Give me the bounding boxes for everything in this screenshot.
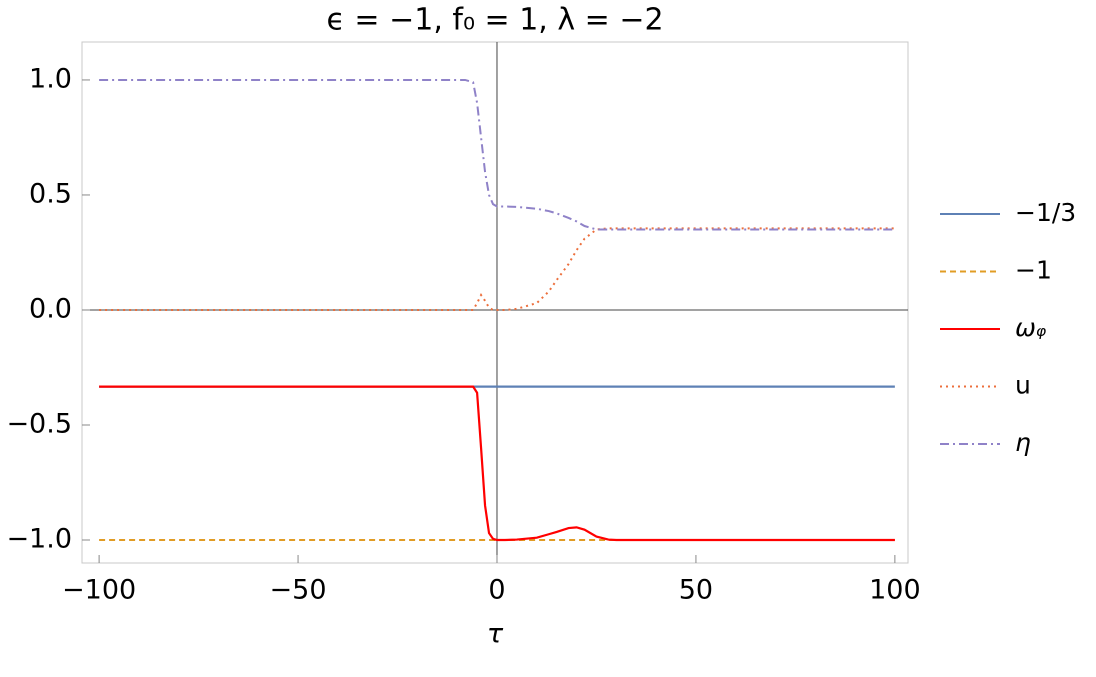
y-tick-label: 0.5 <box>29 178 72 209</box>
x-axis-label: τ <box>487 619 504 650</box>
x-tick-label: 0 <box>488 575 505 606</box>
x-tick-label: −50 <box>270 575 327 606</box>
series-line <box>99 227 895 311</box>
series-line <box>99 385 895 542</box>
y-tick-label: −0.5 <box>6 408 72 439</box>
x-tick-label: −100 <box>62 575 136 606</box>
chart-title: ϵ = −1, f₀ = 1, λ = −2 <box>326 3 663 38</box>
x-tick-label: 50 <box>679 575 713 606</box>
legend-label: −1/3 <box>1015 198 1076 227</box>
y-tick-label: 0.0 <box>29 293 72 324</box>
legend-label: ωᵩ <box>1015 313 1047 342</box>
legend-label: −1 <box>1015 256 1052 285</box>
series-line <box>99 78 895 231</box>
legend-label: u <box>1015 371 1031 400</box>
x-tick-label: 100 <box>869 575 921 606</box>
y-tick-label: 1.0 <box>29 63 72 94</box>
y-tick-label: −1.0 <box>6 523 72 554</box>
legend-label: η <box>1015 428 1031 457</box>
plot-frame <box>81 41 909 564</box>
